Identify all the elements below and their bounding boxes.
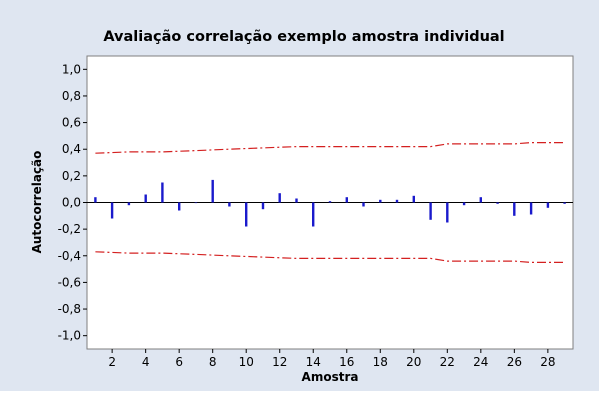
x-tick-label: 4 <box>142 355 150 369</box>
acf-bar-lag-3 <box>127 202 131 206</box>
x-tick-label: 14 <box>306 355 321 369</box>
acf-bar-lag-7 <box>194 202 198 204</box>
x-tick-label: 10 <box>239 355 254 369</box>
acf-bar-lag-25 <box>496 202 499 204</box>
x-axis: 2 4 6 8 10 12 14 16 18 20 22 24 26 28 <box>108 349 556 369</box>
y-tick-label: 0,8 <box>62 89 81 103</box>
acf-bar-lag-23 <box>462 202 466 206</box>
y-tick-label: 0,0 <box>62 196 81 210</box>
bar-layer <box>94 179 566 227</box>
acf-bar-lag-22 <box>446 202 449 223</box>
y-tick-label: 0,2 <box>62 169 81 183</box>
acf-bar-lag-15 <box>328 201 332 203</box>
acf-bar-lag-6 <box>178 202 181 211</box>
x-tick-label: 2 <box>108 355 116 369</box>
acf-bar-lag-24 <box>479 197 482 203</box>
y-axis-label: Autocorrelação <box>30 151 44 254</box>
y-axis: -1,0 -0,8 -0,6 -0,4 -0,2 0,0 0,2 0,4 0,6 0,8 1,0 <box>58 62 87 343</box>
x-tick-label: 18 <box>373 355 388 369</box>
acf-bar-lag-9 <box>228 202 231 207</box>
acf-bar-lag-13 <box>295 198 298 203</box>
acf-bar-lag-18 <box>379 199 382 203</box>
acf-bar-lag-21 <box>429 202 432 220</box>
acf-bar-lag-4 <box>144 194 147 203</box>
y-tick-label: -1,0 <box>58 329 81 343</box>
acf-bar-lag-19 <box>395 199 399 203</box>
acf-bar-lag-29 <box>563 202 566 204</box>
x-tick-label: 24 <box>473 355 488 369</box>
y-tick-label: 1,0 <box>62 62 81 76</box>
y-tick-label: 0,6 <box>62 116 81 130</box>
acf-bar-lag-11 <box>261 202 265 210</box>
acf-bar-lag-2 <box>110 202 114 219</box>
acf-bar-lag-10 <box>245 202 248 227</box>
acf-bar-lag-8 <box>211 179 214 203</box>
y-tick-label: -0,4 <box>58 249 81 263</box>
y-tick-label: -0,8 <box>58 302 81 316</box>
y-tick-label: 0,4 <box>62 142 81 156</box>
chart-title: Avaliação correlação exemplo amostra ind… <box>103 29 504 45</box>
acf-bar-lag-5 <box>161 182 164 203</box>
acf-bar-lag-16 <box>345 197 348 203</box>
x-axis-label: Amostra <box>302 370 359 384</box>
acf-bar-lag-26 <box>513 202 516 216</box>
acf-bar-lag-12 <box>278 193 281 203</box>
acf-bar-lag-1 <box>94 197 97 203</box>
acf-bar-lag-20 <box>412 195 415 203</box>
acf-bar-lag-14 <box>312 202 315 227</box>
x-tick-label: 12 <box>272 355 287 369</box>
x-tick-label: 20 <box>406 355 421 369</box>
y-tick-label: -0,2 <box>58 222 81 236</box>
lower-limit-line <box>95 251 565 263</box>
x-tick-label: 6 <box>175 355 183 369</box>
limit-layer <box>95 142 565 263</box>
x-tick-label: 26 <box>507 355 522 369</box>
x-tick-label: 8 <box>209 355 217 369</box>
acf-bar-lag-28 <box>546 202 550 208</box>
acf-bar-lag-27 <box>529 202 533 215</box>
y-tick-label: -0,6 <box>58 275 81 289</box>
upper-limit-line <box>95 142 565 154</box>
acf-bar-lag-17 <box>362 202 365 207</box>
x-tick-label: 16 <box>339 355 354 369</box>
x-tick-label: 22 <box>440 355 455 369</box>
x-tick-label: 28 <box>540 355 555 369</box>
